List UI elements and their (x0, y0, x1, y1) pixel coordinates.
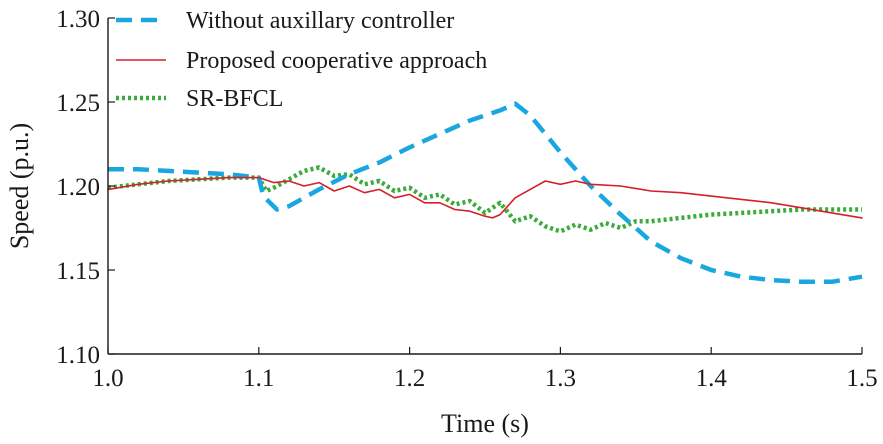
x-axis-title: Time (s) (441, 409, 529, 438)
legend-label: SR-BFCL (186, 86, 283, 112)
axes: 1.0 1.1 1.2 1.3 1.4 1.5 1.10 1.15 1.20 1.25 1.30 (56, 6, 877, 392)
y-tick-label: 1.25 (56, 90, 100, 117)
series-line-dotted (107, 165, 862, 234)
x-tick-label: 1.1 (243, 365, 274, 392)
x-tick-label: 1.5 (846, 365, 877, 392)
y-tick-label: 1.10 (56, 342, 100, 369)
plot-lines (107, 101, 863, 285)
legend: Without auxillary controller Proposed coo… (116, 8, 487, 112)
series-line-solid (107, 176, 863, 219)
y-tick-label: 1.30 (56, 6, 100, 33)
x-tick-label: 1.3 (545, 365, 576, 392)
x-tick-label: 1.4 (696, 365, 728, 392)
series-line-dashed (108, 101, 863, 285)
x-tick-label: 1.2 (394, 365, 425, 392)
legend-label: Proposed cooperative approach (186, 48, 487, 74)
y-axis-title: Speed (p.u.) (5, 123, 34, 249)
x-tick-label: 1.0 (92, 365, 123, 392)
legend-label: Without auxillary controller (186, 8, 454, 34)
y-tick-label: 1.15 (56, 258, 100, 285)
y-tick-label: 1.20 (56, 174, 100, 201)
